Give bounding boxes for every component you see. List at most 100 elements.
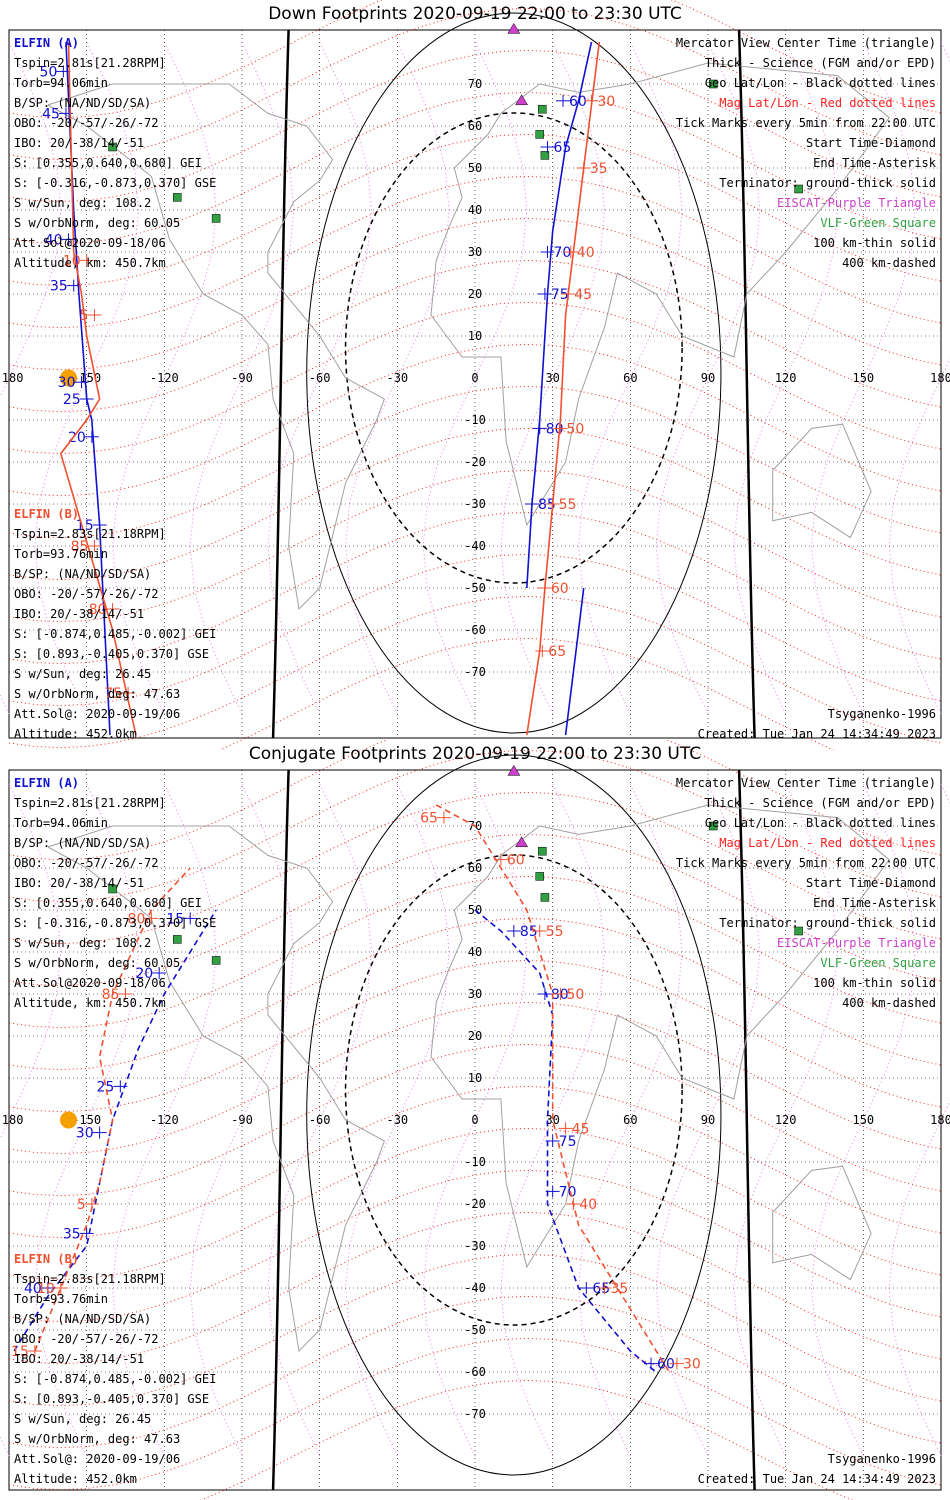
elfin-a-line: S: [0.355,0.640,0.680] GEI (14, 156, 202, 170)
tick-label: 35 (50, 279, 68, 295)
tick-label: 5 (77, 1197, 86, 1213)
elfin-b-line: S w/Sun, deg: 26.45 (14, 1412, 152, 1426)
elfin-b-line: IBO: 20/-38/14/-51 (14, 1352, 145, 1366)
elfin-b-line: IBO: 20/-38/14/-51 (14, 607, 145, 621)
geo-lat-label: 20 (468, 287, 482, 301)
elfin-a-line: B/SP: (NA/ND/SD/SA) (14, 96, 152, 110)
geo-lon-label: 60 (623, 371, 637, 385)
mag-lon-line (733, 783, 838, 1457)
tick-label: 60 (657, 1357, 675, 1373)
created-label: Created: Tue Jan 24 14:34:49 2023 (697, 1472, 936, 1486)
mag-lon-line (345, 783, 450, 1457)
legend-line: EISCAT-Purple Triangle (777, 936, 936, 950)
elfin-b-line: S: [0.893,-0.405,0.370] GSE (14, 1392, 210, 1406)
tick-label: 80 (89, 602, 107, 618)
geo-lon-label: 30 (545, 1113, 559, 1127)
elfin-b-line: OBO: -20/-57/-26/-72 (14, 1332, 159, 1346)
down-footprints-panel: Down Footprints 2020-09-19 22:00 to 23:3… (0, 0, 950, 750)
tick-label: 45 (572, 1121, 590, 1137)
track-line (59, 41, 137, 736)
terminator-line (271, 769, 290, 1491)
geo-lat-label: 40 (468, 945, 482, 959)
elfin-b-line: Torb=93.76min (14, 547, 108, 561)
down-footprints-map: -180-150-120-90-60-300306090120150180-70… (0, 0, 950, 750)
geo-lat-label: -50 (464, 1323, 486, 1337)
geo-lat-label: -40 (464, 1281, 486, 1295)
mag-lon-line (34, 41, 139, 715)
terminator-line (737, 769, 756, 1491)
geo-lon-label: 180 (930, 371, 950, 385)
tick-label: 10 (37, 1281, 55, 1297)
tick-label: 20 (68, 430, 86, 446)
vlf-square-icon (538, 104, 547, 114)
geo-lon-label: 90 (701, 371, 715, 385)
elfin-a-header: ELFIN (A) (14, 36, 80, 50)
vlf-square-icon (540, 151, 550, 160)
elfin-b-line: Altitude: 452.0km (14, 1472, 137, 1486)
coastline-americas (47, 825, 386, 1353)
geo-lon-label: -180 (0, 371, 23, 385)
geo-lon-label: 150 (852, 371, 874, 385)
tick-label: 80 (128, 911, 146, 927)
elfin-b-header: ELFIN (B) (14, 1252, 80, 1266)
tick-label: 65 (553, 140, 571, 156)
geo-lon-label: 0 (471, 1113, 478, 1127)
elfin-b-line: S w/OrbNorm, deg: 47.63 (14, 1432, 181, 1446)
geo-lon-label: 150 (852, 1113, 874, 1127)
geo-lat-label: 30 (468, 987, 482, 1001)
mag-lon-line (422, 41, 528, 715)
elfin-b-header: ELFIN (B) (14, 507, 80, 521)
mag-lon-line (733, 41, 838, 715)
tick-label: 75 (104, 686, 122, 702)
elfin-b-line: Att.Sol@: 2020-09-19/06 (14, 707, 181, 721)
geo-lat-label: -40 (464, 539, 486, 553)
model-label: Tsyganenko-1996 (827, 707, 936, 721)
tick-label: 75 (559, 1134, 577, 1150)
eiscat-triangle-icon (507, 764, 521, 776)
legend-line: End Time-Asterisk (813, 896, 936, 910)
geo-lon-label: -150 (72, 1113, 101, 1127)
legend-line: Tick Marks every 5min from 22:00 UTC (675, 116, 936, 130)
tick-label: 45 (42, 106, 60, 122)
created-label: Created: Tue Jan 24 14:34:49 2023 (697, 727, 936, 741)
legend-line: VLF-Green Square (820, 216, 936, 230)
tick-label: 85 (538, 497, 556, 513)
elfin-a-line: Torb=94.06min (14, 76, 108, 90)
tick-label: 80 (551, 987, 569, 1003)
vlf-square-icon (540, 893, 550, 902)
vlf-square-icon (108, 884, 117, 894)
track-line (526, 41, 601, 736)
vlf-square-icon (538, 846, 547, 856)
coastline-australia (772, 1165, 872, 1281)
legend-line: Thick - Science (FGM and/or EPD) (704, 796, 936, 810)
eiscat-triangle-icon (507, 22, 521, 34)
elfin-a-line: S w/Sun, deg: 108.2 (14, 936, 152, 950)
tick-label: 30 (683, 1357, 701, 1373)
mag-lon-line (578, 783, 683, 1457)
legend-line: 400 km-dashed (842, 256, 936, 270)
100km-circle (306, 754, 722, 1476)
vlf-square-icon (794, 184, 803, 194)
elfin-a-line: B/SP: (NA/ND/SD/SA) (14, 836, 152, 850)
tick-label: 75 (551, 287, 569, 303)
elfin-b-line: B/SP: (NA/ND/SD/SA) (14, 1312, 152, 1326)
elfin-a-line: S: [0.355,0.640,0.680] GEI (14, 896, 202, 910)
legend-line: Mag Lat/Lon - Red dotted lines (719, 96, 936, 110)
elfin-b-line: Tspin=2.83s[21.18RPM] (14, 1272, 166, 1286)
track-line (526, 41, 593, 589)
eiscat-triangle-icon (515, 836, 529, 848)
tick-label: 85 (102, 987, 120, 1003)
tick-label: 40 (579, 1197, 597, 1213)
elfin-b-line: B/SP: (NA/ND/SD/SA) (14, 567, 152, 581)
vlf-square-icon (535, 130, 544, 139)
mag-lon-line (811, 783, 916, 1457)
elfin-a-line: S w/Sun, deg: 108.2 (14, 196, 152, 210)
geo-lat-label: -60 (464, 623, 486, 637)
tick-label: 40 (24, 1281, 42, 1297)
track-line (34, 867, 191, 1352)
tick-label: 40 (577, 245, 595, 261)
legend-line: 100 km-thin solid (813, 976, 936, 990)
elfin-a-line: Tspin=2.81s[21.28RPM] (14, 56, 166, 70)
elfin-a-line: S w/OrbNorm, deg: 60.05 (14, 956, 181, 970)
geo-lon-label: 60 (623, 1113, 637, 1127)
